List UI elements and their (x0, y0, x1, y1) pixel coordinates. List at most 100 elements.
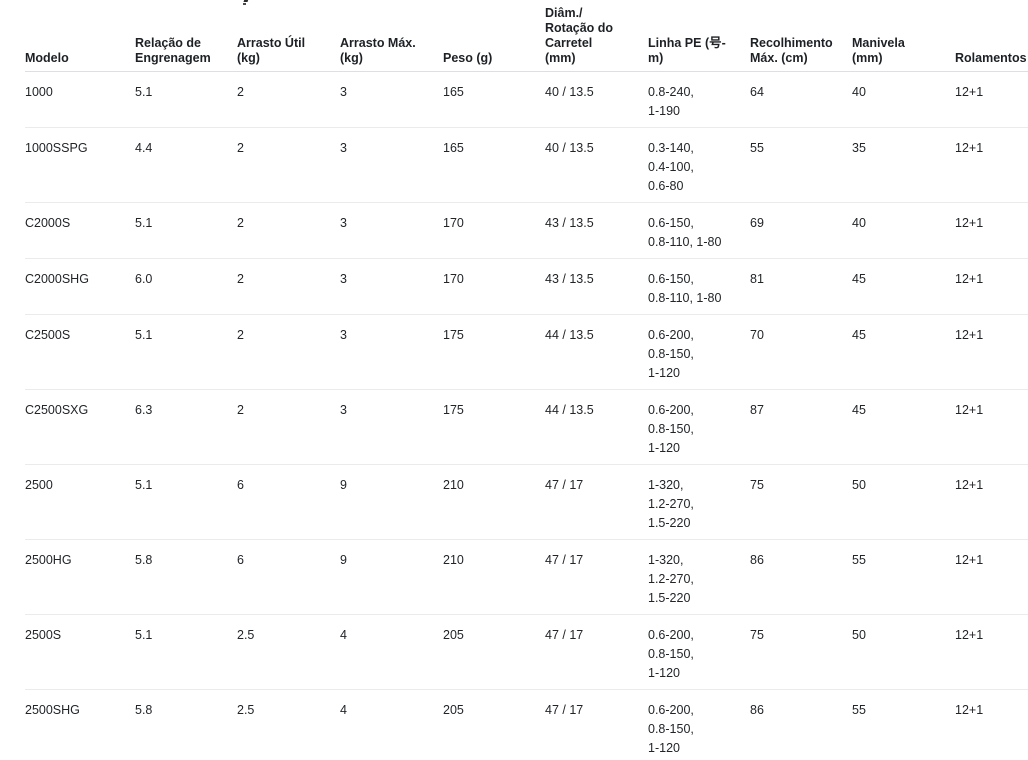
model-cell: 1000SSPG (25, 127, 135, 203)
table-cell: 40 (852, 202, 955, 259)
table-cell: 2 (237, 389, 340, 465)
table-row: 1000 5.1 2 3 165 40 / 13.5 0.8-240, 1-190 64 40 1… (25, 71, 1028, 128)
table-cell: 2.5 (237, 689, 340, 760)
table-cell: 5.1 (135, 614, 237, 690)
model-cell: C2500SXG (25, 389, 135, 465)
table-cell: 170 (443, 258, 545, 315)
table-cell: 45 (852, 258, 955, 315)
table-cell: 55 (852, 689, 955, 760)
column-header: Arrasto Máx. (kg) (340, 0, 443, 72)
table-cell: 12+1 (955, 614, 1028, 690)
table-cell: 35 (852, 127, 955, 203)
table-cell: 81 (750, 258, 852, 315)
table-cell: 43 / 13.5 (545, 202, 648, 259)
table-cell: 1-320, 1.2-270, 1.5-220 (648, 539, 750, 615)
table-cell: 0.6-150, 0.8-110, 1-80 (648, 258, 750, 315)
table-cell: 9 (340, 464, 443, 540)
table-cell: 5.1 (135, 202, 237, 259)
table-row: C2000S 5.1 2 3 170 43 / 13.5 0.6-150, 0.8-110,… (25, 202, 1028, 259)
table-cell: 12+1 (955, 314, 1028, 390)
table-cell: 75 (750, 464, 852, 540)
table-cell: 6 (237, 539, 340, 615)
table-cell: 44 / 13.5 (545, 389, 648, 465)
column-header: Manivela (mm) (852, 0, 955, 72)
table-cell: 2 (237, 127, 340, 203)
table-cell: 6.3 (135, 389, 237, 465)
model-cell: 2500SHG (25, 689, 135, 760)
table-cell: 2 (237, 71, 340, 128)
table-cell: 12+1 (955, 71, 1028, 128)
table-cell: 3 (340, 314, 443, 390)
table-cell: 12+1 (955, 464, 1028, 540)
table-cell: 47 / 17 (545, 464, 648, 540)
table-cell: 2 (237, 314, 340, 390)
model-cell: C2000S (25, 202, 135, 259)
table-cell: 64 (750, 71, 852, 128)
table-cell: 47 / 17 (545, 614, 648, 690)
table-cell: 5.8 (135, 689, 237, 760)
table-cell: 70 (750, 314, 852, 390)
table-cell: 12+1 (955, 127, 1028, 203)
table-cell: 3 (340, 389, 443, 465)
table-cell: 12+1 (955, 202, 1028, 259)
table-cell: 1-320, 1.2-270, 1.5-220 (648, 464, 750, 540)
column-header: Arrasto Útil (kg) (237, 0, 340, 72)
table-cell: 4 (340, 614, 443, 690)
table-cell: 5.1 (135, 464, 237, 540)
table-cell: 2 (237, 258, 340, 315)
table-cell: 75 (750, 614, 852, 690)
column-header: Linha PE (号- m) (648, 0, 750, 72)
table-cell: 0.6-200, 0.8-150, 1-120 (648, 689, 750, 760)
reel-specs-table: Modelo Relação de Engrenagem Arrasto Útil … (25, 0, 1028, 760)
table-cell: 0.3-140, 0.4-100, 0.6-80 (648, 127, 750, 203)
table-cell: 175 (443, 314, 545, 390)
table-cell: 6 (237, 464, 340, 540)
table-row: C2000SHG 6.0 2 3 170 43 / 13.5 0.6-150, 0.8-11… (25, 258, 1028, 315)
table-cell: 50 (852, 614, 955, 690)
table-cell: 3 (340, 202, 443, 259)
table-cell: 170 (443, 202, 545, 259)
table-cell: 210 (443, 539, 545, 615)
column-header: Recolhimento Máx. (cm) (750, 0, 852, 72)
table-cell: 205 (443, 689, 545, 760)
table-cell: 4 (340, 689, 443, 760)
model-cell: C2000SHG (25, 258, 135, 315)
table-cell: 40 / 13.5 (545, 127, 648, 203)
table-cell: 2 (237, 202, 340, 259)
table-body: 1000 5.1 2 3 165 40 / 13.5 0.8-240, 1-190 64 40 1… (25, 71, 1028, 760)
table-cell: 12+1 (955, 689, 1028, 760)
table-cell: 43 / 13.5 (545, 258, 648, 315)
column-header: Relação de Engrenagem (135, 0, 237, 72)
table-cell: 0.8-240, 1-190 (648, 71, 750, 128)
table-cell: 0.6-150, 0.8-110, 1-80 (648, 202, 750, 259)
table-cell: 205 (443, 614, 545, 690)
table-cell: 5.8 (135, 539, 237, 615)
table-cell: 0.6-200, 0.8-150, 1-120 (648, 389, 750, 465)
table-cell: 44 / 13.5 (545, 314, 648, 390)
table-cell: 210 (443, 464, 545, 540)
table-header-row: Modelo Relação de Engrenagem Arrasto Útil … (25, 0, 1028, 72)
table-cell: 12+1 (955, 389, 1028, 465)
table-row: 2500 5.1 6 9 210 47 / 17 1-320, 1.2-270, 1.5-2… (25, 464, 1028, 540)
table-cell: 55 (852, 539, 955, 615)
table-row: 2500HG 5.8 6 9 210 47 / 17 1-320, 1.2-270, 1.5… (25, 539, 1028, 615)
table-cell: 165 (443, 127, 545, 203)
table-cell: 47 / 17 (545, 539, 648, 615)
column-header: Modelo (25, 0, 135, 72)
table-cell: 3 (340, 127, 443, 203)
table-cell: 3 (340, 258, 443, 315)
table-cell: 6.0 (135, 258, 237, 315)
table-cell: 165 (443, 71, 545, 128)
table-cell: 175 (443, 389, 545, 465)
table-cell: 40 / 13.5 (545, 71, 648, 128)
table-row: 1000SSPG 4.4 2 3 165 40 / 13.5 0.3-140, 0.4-10… (25, 127, 1028, 203)
table-cell: 45 (852, 389, 955, 465)
column-header: Peso (g) (443, 0, 545, 72)
table-cell: 45 (852, 314, 955, 390)
table-cell: 55 (750, 127, 852, 203)
table-cell: 50 (852, 464, 955, 540)
model-cell: 1000 (25, 71, 135, 128)
model-cell: 2500 (25, 464, 135, 540)
table-cell: 12+1 (955, 258, 1028, 315)
